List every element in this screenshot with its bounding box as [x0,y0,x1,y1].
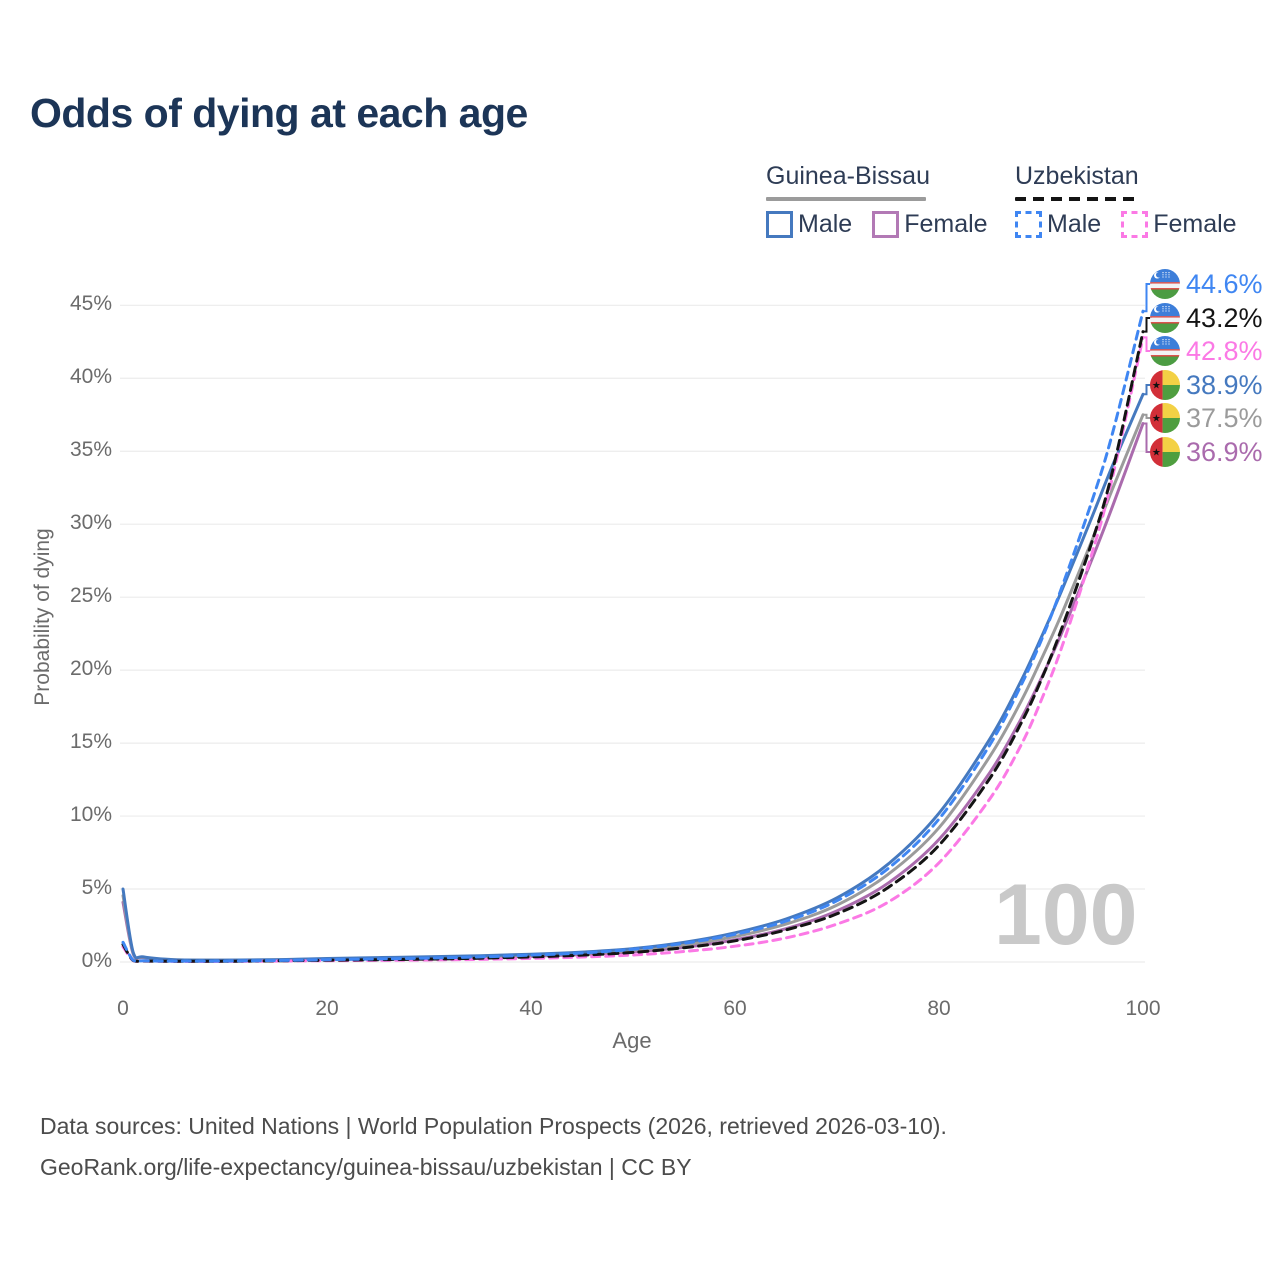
x-tick-label: 100 [1125,997,1161,1020]
svg-text:★: ★ [1152,381,1161,392]
end-label-connector [1143,384,1152,396]
end-label-value: 43.2% [1186,302,1263,333]
legend-items-uzbekistan: Male Female [1015,210,1237,239]
y-tick-label: 5% [81,876,112,900]
legend-item-label: Male [1047,210,1102,238]
series-swatch-icon [1015,211,1042,238]
svg-text:★: ★ [1152,414,1161,425]
end-label-connector [1143,413,1152,419]
series-swatch-icon [766,211,793,238]
guinea-bissau-flag-icon: ★ [1150,437,1180,467]
guinea-bissau-flag-icon: ★ [1150,403,1180,433]
series-line-guinea-bissau-male [121,392,1145,962]
svg-text:★: ★ [1152,448,1161,459]
y-tick-label: 0% [81,949,112,972]
x-axis-title: Age [612,1028,652,1053]
footer-source-url: GeoRank.org/life-expectancy/guinea-bissa… [40,1154,692,1180]
uzbekistan-flag-icon [1150,336,1180,366]
page-title: Odds of dying at each age [30,90,528,136]
series-line-uzbekistan-both [121,330,1145,963]
series-line-guinea-bissau-both [121,413,1145,962]
y-tick-label: 35% [69,438,112,462]
end-label-value: 37.5% [1186,402,1263,433]
y-tick-label: 20% [69,657,112,681]
x-tick-label: 80 [927,997,951,1020]
end-label-guinea-bissau-female: ★ 36.9% [1150,436,1263,468]
x-tick-label: 60 [723,997,747,1020]
legend-item-guinea-bissau-male[interactable]: Male [766,210,852,239]
end-label-uzbekistan-male: 44.6% [1150,268,1263,300]
legend-item-guinea-bissau-female[interactable]: Female [872,210,988,239]
end-label-value: 44.6% [1186,268,1263,299]
guinea-bissau-flag-icon: ★ [1150,370,1180,400]
legend-line-style-uzbekistan [1015,197,1140,201]
end-label-connector [1143,336,1152,352]
series-line-uzbekistan-male [121,309,1145,963]
legend-item-uzbekistan-female[interactable]: Female [1121,210,1237,239]
series-line-guinea-bissau-female [121,422,1145,962]
series-swatch-icon [1121,211,1149,238]
end-label-uzbekistan-female: 42.8% [1150,335,1263,367]
legend-item-uzbekistan-male[interactable]: Male [1015,210,1101,239]
series-line-uzbekistan-female [121,335,1145,963]
end-label-value: 36.9% [1186,436,1263,467]
end-label-connector [1143,317,1152,333]
x-tick-label: 0 [117,997,129,1020]
legend-item-label: Male [798,210,853,238]
legend-country-uzbekistan[interactable]: Uzbekistan [1015,162,1139,190]
y-axis-title: Probability of dying [31,528,54,706]
end-label-value: 42.8% [1186,335,1263,366]
legend-item-label: Female [1153,210,1237,238]
end-label-connector [1143,422,1152,453]
y-tick-label: 25% [69,584,112,608]
y-tick-label: 30% [69,511,112,535]
end-label-guinea-bissau-both: ★ 37.5% [1150,402,1263,434]
legend-line-style-guinea-bissau [766,197,927,201]
y-tick-label: 45% [69,292,112,316]
x-tick-label: 20 [315,997,339,1020]
end-label-connector [1143,283,1152,313]
legend-item-label: Female [904,210,988,238]
uzbekistan-flag-icon [1150,303,1180,333]
end-label-uzbekistan-both: 43.2% [1150,302,1263,334]
legend-country-guinea-bissau[interactable]: Guinea-Bissau [766,162,930,190]
uzbekistan-flag-icon [1150,269,1180,299]
y-tick-label: 40% [69,365,112,389]
series-swatch-icon [872,211,900,238]
end-label-value: 38.9% [1186,369,1263,400]
age-cursor-watermark: 100 [994,867,1138,963]
legend-group-guinea-bissau: Guinea-Bissau Male Female [766,162,988,239]
footer: Data sources: United Nations | World Pop… [40,1106,947,1188]
y-tick-label: 15% [69,730,112,754]
x-tick-label: 40 [519,997,543,1020]
legend-group-uzbekistan: Uzbekistan Male Female [1015,162,1237,239]
y-tick-label: 10% [69,803,112,827]
footer-data-sources: Data sources: United Nations | World Pop… [40,1113,947,1139]
end-label-guinea-bissau-male: ★ 38.9% [1150,369,1263,401]
legend-items-guinea-bissau: Male Female [766,210,988,239]
